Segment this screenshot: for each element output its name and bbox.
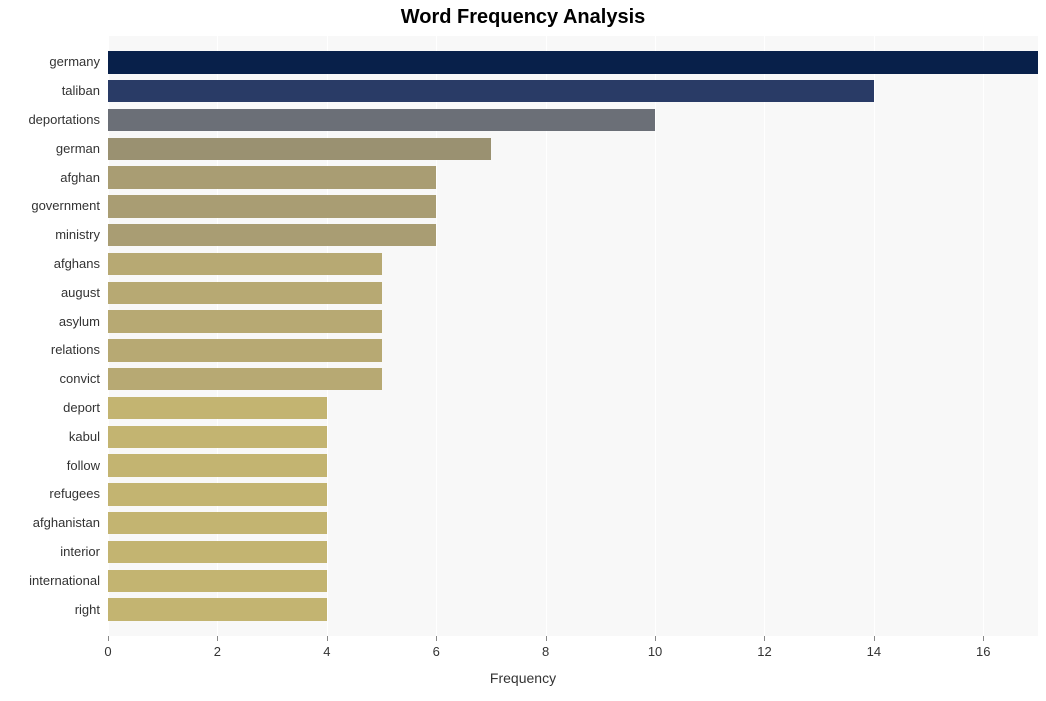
bar <box>108 368 382 390</box>
bar <box>108 224 436 246</box>
bar <box>108 454 327 476</box>
x-axis-title: Frequency <box>0 670 1046 686</box>
x-tick-label: 4 <box>323 644 330 659</box>
bar-row <box>108 253 1038 275</box>
y-tick-label: afghanistan <box>0 512 100 534</box>
plot-area <box>108 36 1038 636</box>
bar-row <box>108 138 1038 160</box>
y-tick-label: august <box>0 282 100 304</box>
y-tick-label: government <box>0 195 100 217</box>
x-tick-label: 0 <box>104 644 111 659</box>
x-tick <box>655 636 656 641</box>
y-tick-label: asylum <box>0 311 100 333</box>
x-tick-label: 10 <box>648 644 662 659</box>
bar <box>108 570 327 592</box>
x-tick <box>874 636 875 641</box>
bar-row <box>108 282 1038 304</box>
y-tick-label: deport <box>0 397 100 419</box>
bar <box>108 541 327 563</box>
x-tick-label: 12 <box>757 644 771 659</box>
y-tick-label: right <box>0 599 100 621</box>
bar <box>108 109 655 131</box>
bar-row <box>108 570 1038 592</box>
bar-row <box>108 512 1038 534</box>
bar <box>108 282 382 304</box>
bar-row <box>108 426 1038 448</box>
y-tick-label: international <box>0 570 100 592</box>
y-tick-label: refugees <box>0 483 100 505</box>
bar-row <box>108 339 1038 361</box>
bar <box>108 397 327 419</box>
bar <box>108 166 436 188</box>
bar <box>108 138 491 160</box>
bar-row <box>108 541 1038 563</box>
x-tick <box>546 636 547 641</box>
bar <box>108 253 382 275</box>
bar <box>108 483 327 505</box>
x-tick-label: 8 <box>542 644 549 659</box>
bar-row <box>108 224 1038 246</box>
bar-row <box>108 483 1038 505</box>
x-tick <box>108 636 109 641</box>
y-tick-label: deportations <box>0 109 100 131</box>
bar-row <box>108 195 1038 217</box>
y-tick-label: afghans <box>0 253 100 275</box>
word-frequency-chart: Word Frequency Analysis germany taliban de… <box>0 0 1046 701</box>
y-tick-label: relations <box>0 339 100 361</box>
chart-title: Word Frequency Analysis <box>0 6 1046 29</box>
y-tick-label: kabul <box>0 426 100 448</box>
x-tick-label: 6 <box>433 644 440 659</box>
y-tick-label: germany <box>0 51 100 73</box>
y-tick-label: taliban <box>0 80 100 102</box>
x-tick <box>764 636 765 641</box>
bar <box>108 426 327 448</box>
bar-row <box>108 454 1038 476</box>
y-tick-label: convict <box>0 368 100 390</box>
bar-row <box>108 51 1038 73</box>
y-tick-label: german <box>0 138 100 160</box>
bar-row <box>108 368 1038 390</box>
x-tick <box>327 636 328 641</box>
bar <box>108 51 1038 73</box>
bar <box>108 339 382 361</box>
y-tick-label: afghan <box>0 167 100 189</box>
x-tick-label: 14 <box>867 644 881 659</box>
bar-row <box>108 80 1038 102</box>
bar <box>108 80 874 102</box>
bar-row <box>108 109 1038 131</box>
y-tick-label: ministry <box>0 224 100 246</box>
x-tick-label: 16 <box>976 644 990 659</box>
bar-row <box>108 310 1038 332</box>
bar <box>108 598 327 620</box>
bar-row <box>108 166 1038 188</box>
bar-row <box>108 397 1038 419</box>
x-tick <box>217 636 218 641</box>
y-tick-label: follow <box>0 455 100 477</box>
bar <box>108 195 436 217</box>
x-tick <box>436 636 437 641</box>
x-tick-label: 2 <box>214 644 221 659</box>
x-tick <box>983 636 984 641</box>
bar <box>108 310 382 332</box>
y-tick-label: interior <box>0 541 100 563</box>
bar-row <box>108 598 1038 620</box>
bar <box>108 512 327 534</box>
